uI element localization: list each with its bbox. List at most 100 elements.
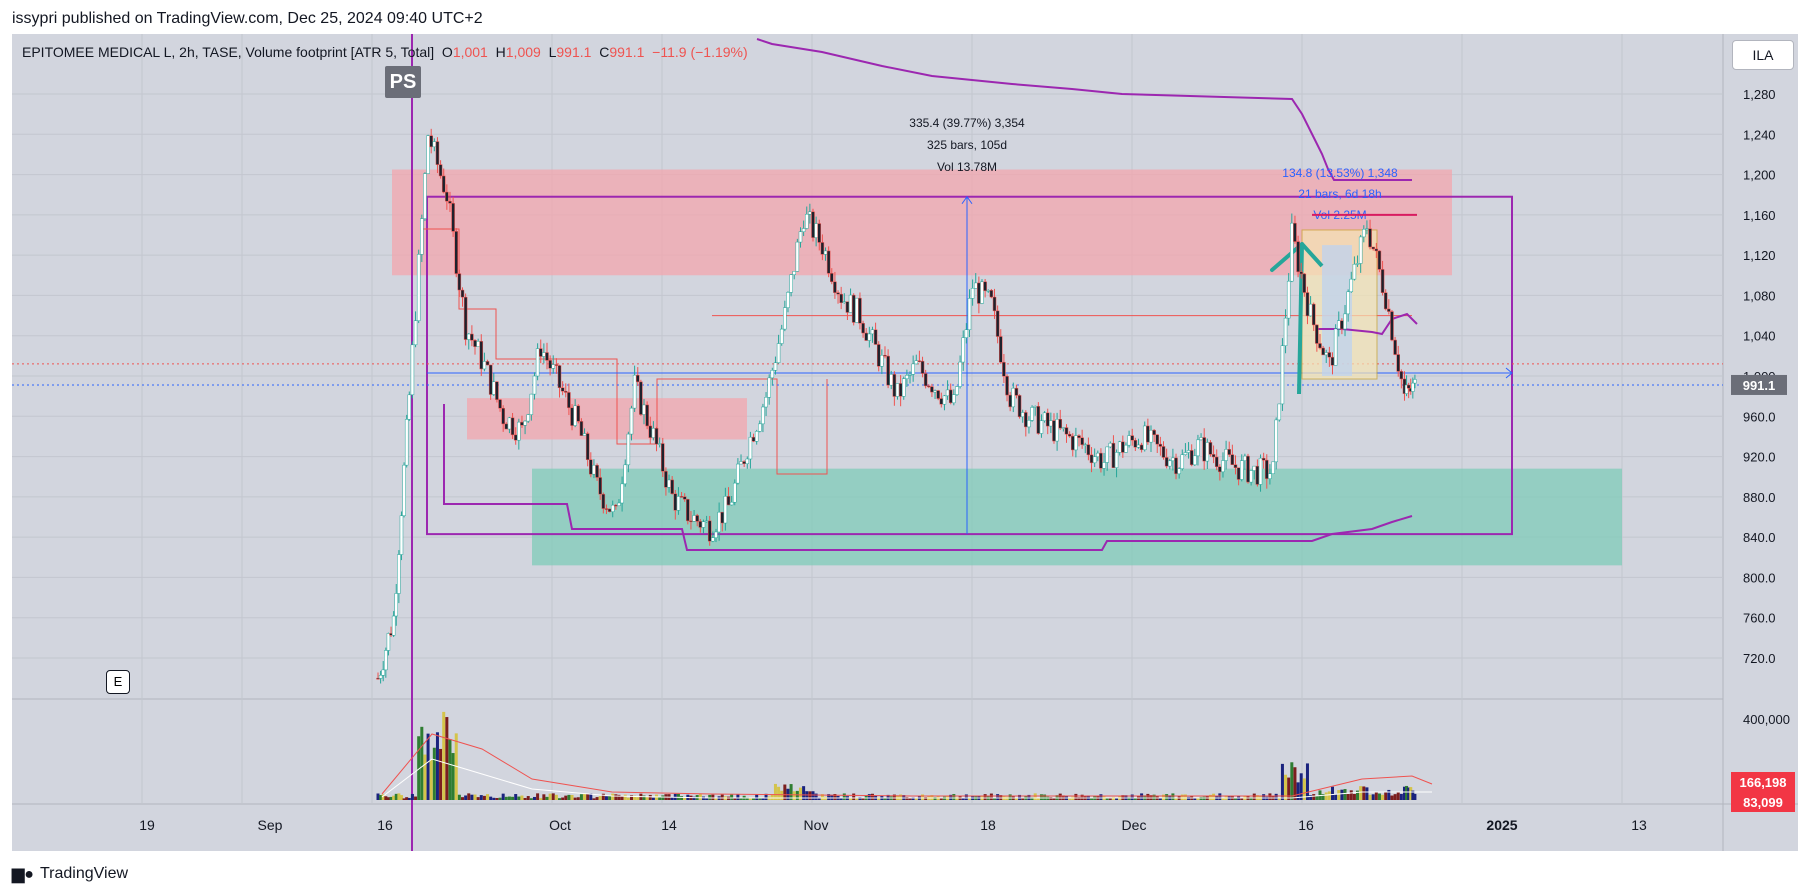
volume-bar (1277, 797, 1281, 800)
candle-body (711, 537, 715, 542)
volume-bar (467, 793, 471, 800)
chart-background (12, 34, 1798, 851)
volume-bar (492, 797, 496, 800)
volume-bar (1402, 786, 1406, 800)
candle-body (858, 297, 862, 324)
candle-body (454, 231, 458, 274)
volume-bar (852, 793, 856, 800)
volume-bar (529, 798, 533, 800)
candle-body (1324, 352, 1328, 356)
volume-bar (1337, 790, 1341, 800)
chart-frame[interactable]: 1,2801,2401,2001,1601,1201,0801,0401,000… (12, 34, 1798, 851)
volume-bar (542, 794, 546, 800)
volume-bar (1274, 793, 1278, 800)
candle-body (1274, 419, 1278, 463)
price-tick-label: 1,040 (1743, 329, 1776, 344)
candle-body (682, 496, 687, 500)
range-box[interactable] (426, 195, 1513, 536)
candle-body (1277, 403, 1282, 421)
candle-body (1099, 452, 1103, 469)
candle-body (895, 383, 900, 397)
candle-body (698, 521, 703, 528)
candle-body (745, 458, 750, 465)
volume-bar (1146, 793, 1150, 800)
volume-bar (993, 798, 997, 800)
volume-bar (645, 796, 649, 800)
volume-bar (811, 791, 815, 800)
candle-body (754, 431, 759, 442)
tradingview-logo[interactable]: ▆● TradingView (12, 864, 128, 884)
candle-body (1014, 387, 1019, 396)
candle-body (557, 365, 562, 389)
earnings-badge[interactable]: E (106, 670, 130, 694)
volume-bar (532, 796, 536, 800)
price-chart[interactable]: 1,2801,2401,2001,1601,1201,0801,0401,000… (12, 34, 1798, 851)
candle-body (1227, 449, 1231, 455)
time-axis-label: Nov (804, 817, 829, 833)
volume-bar (886, 794, 890, 800)
volume-bar (1036, 797, 1040, 800)
volume-bar (1008, 794, 1012, 800)
currency-button[interactable]: ILA (1732, 40, 1794, 70)
price-tick-label: 960.0 (1743, 409, 1776, 424)
candle-body (1327, 352, 1332, 358)
volume-bar (692, 796, 696, 800)
volume-bar (1058, 793, 1062, 800)
volume-bar (381, 794, 385, 800)
volume-bar (1105, 797, 1109, 800)
candle-body (1105, 446, 1109, 463)
volume-value-tag (1731, 792, 1795, 812)
candle-body (585, 433, 590, 460)
candle-body (589, 459, 593, 475)
candle-body (808, 211, 812, 215)
candle-body (908, 374, 912, 376)
volume-bar (479, 795, 483, 800)
volume-bar (601, 793, 605, 800)
candle-body (548, 360, 552, 369)
volume-bar (858, 797, 862, 800)
candle-body (889, 374, 893, 386)
volume-bar (1077, 797, 1081, 800)
candle-body (498, 399, 502, 409)
volume-bar (1171, 793, 1175, 800)
volume-bar (611, 793, 615, 800)
publisher-line: issypri published on TradingView.com, De… (12, 10, 483, 27)
volume-bar (1399, 793, 1403, 800)
candle-body (1155, 434, 1159, 445)
volume-bar (1080, 794, 1084, 800)
candle-body (942, 395, 947, 405)
candle-body (1404, 384, 1409, 394)
time-axis-label: 2025 (1486, 817, 1517, 833)
candle-body (1174, 457, 1178, 475)
volume-bar (1324, 792, 1328, 800)
candle-body (751, 436, 756, 442)
ps-badge[interactable]: PS (385, 66, 421, 98)
volume-bar (1140, 793, 1144, 800)
candle-body (826, 250, 831, 274)
volume-bar (1343, 789, 1347, 800)
volume-bar (1039, 794, 1043, 800)
candle-body (1246, 455, 1250, 483)
candle-body (1183, 452, 1188, 455)
candle-body (898, 383, 903, 397)
candle-body (952, 394, 956, 404)
volume-bar (1052, 797, 1056, 800)
volume-bar (1371, 794, 1375, 800)
candle-body (470, 333, 474, 341)
volume-bar (764, 793, 768, 800)
candle-body (1413, 379, 1417, 384)
volume-bar (795, 790, 799, 800)
candle-body (686, 499, 690, 522)
volume-bar (439, 748, 443, 800)
candle-body (1049, 420, 1053, 427)
candle-body (384, 650, 388, 671)
volume-bar (482, 795, 486, 800)
candle-body (448, 200, 452, 204)
volume-bar (952, 794, 956, 800)
candle-body (510, 417, 515, 436)
volume-bar (1183, 794, 1187, 800)
candle-body (695, 515, 699, 522)
candle-body (795, 241, 800, 272)
volume-bar (1362, 786, 1366, 800)
open-label: O (441, 44, 453, 60)
